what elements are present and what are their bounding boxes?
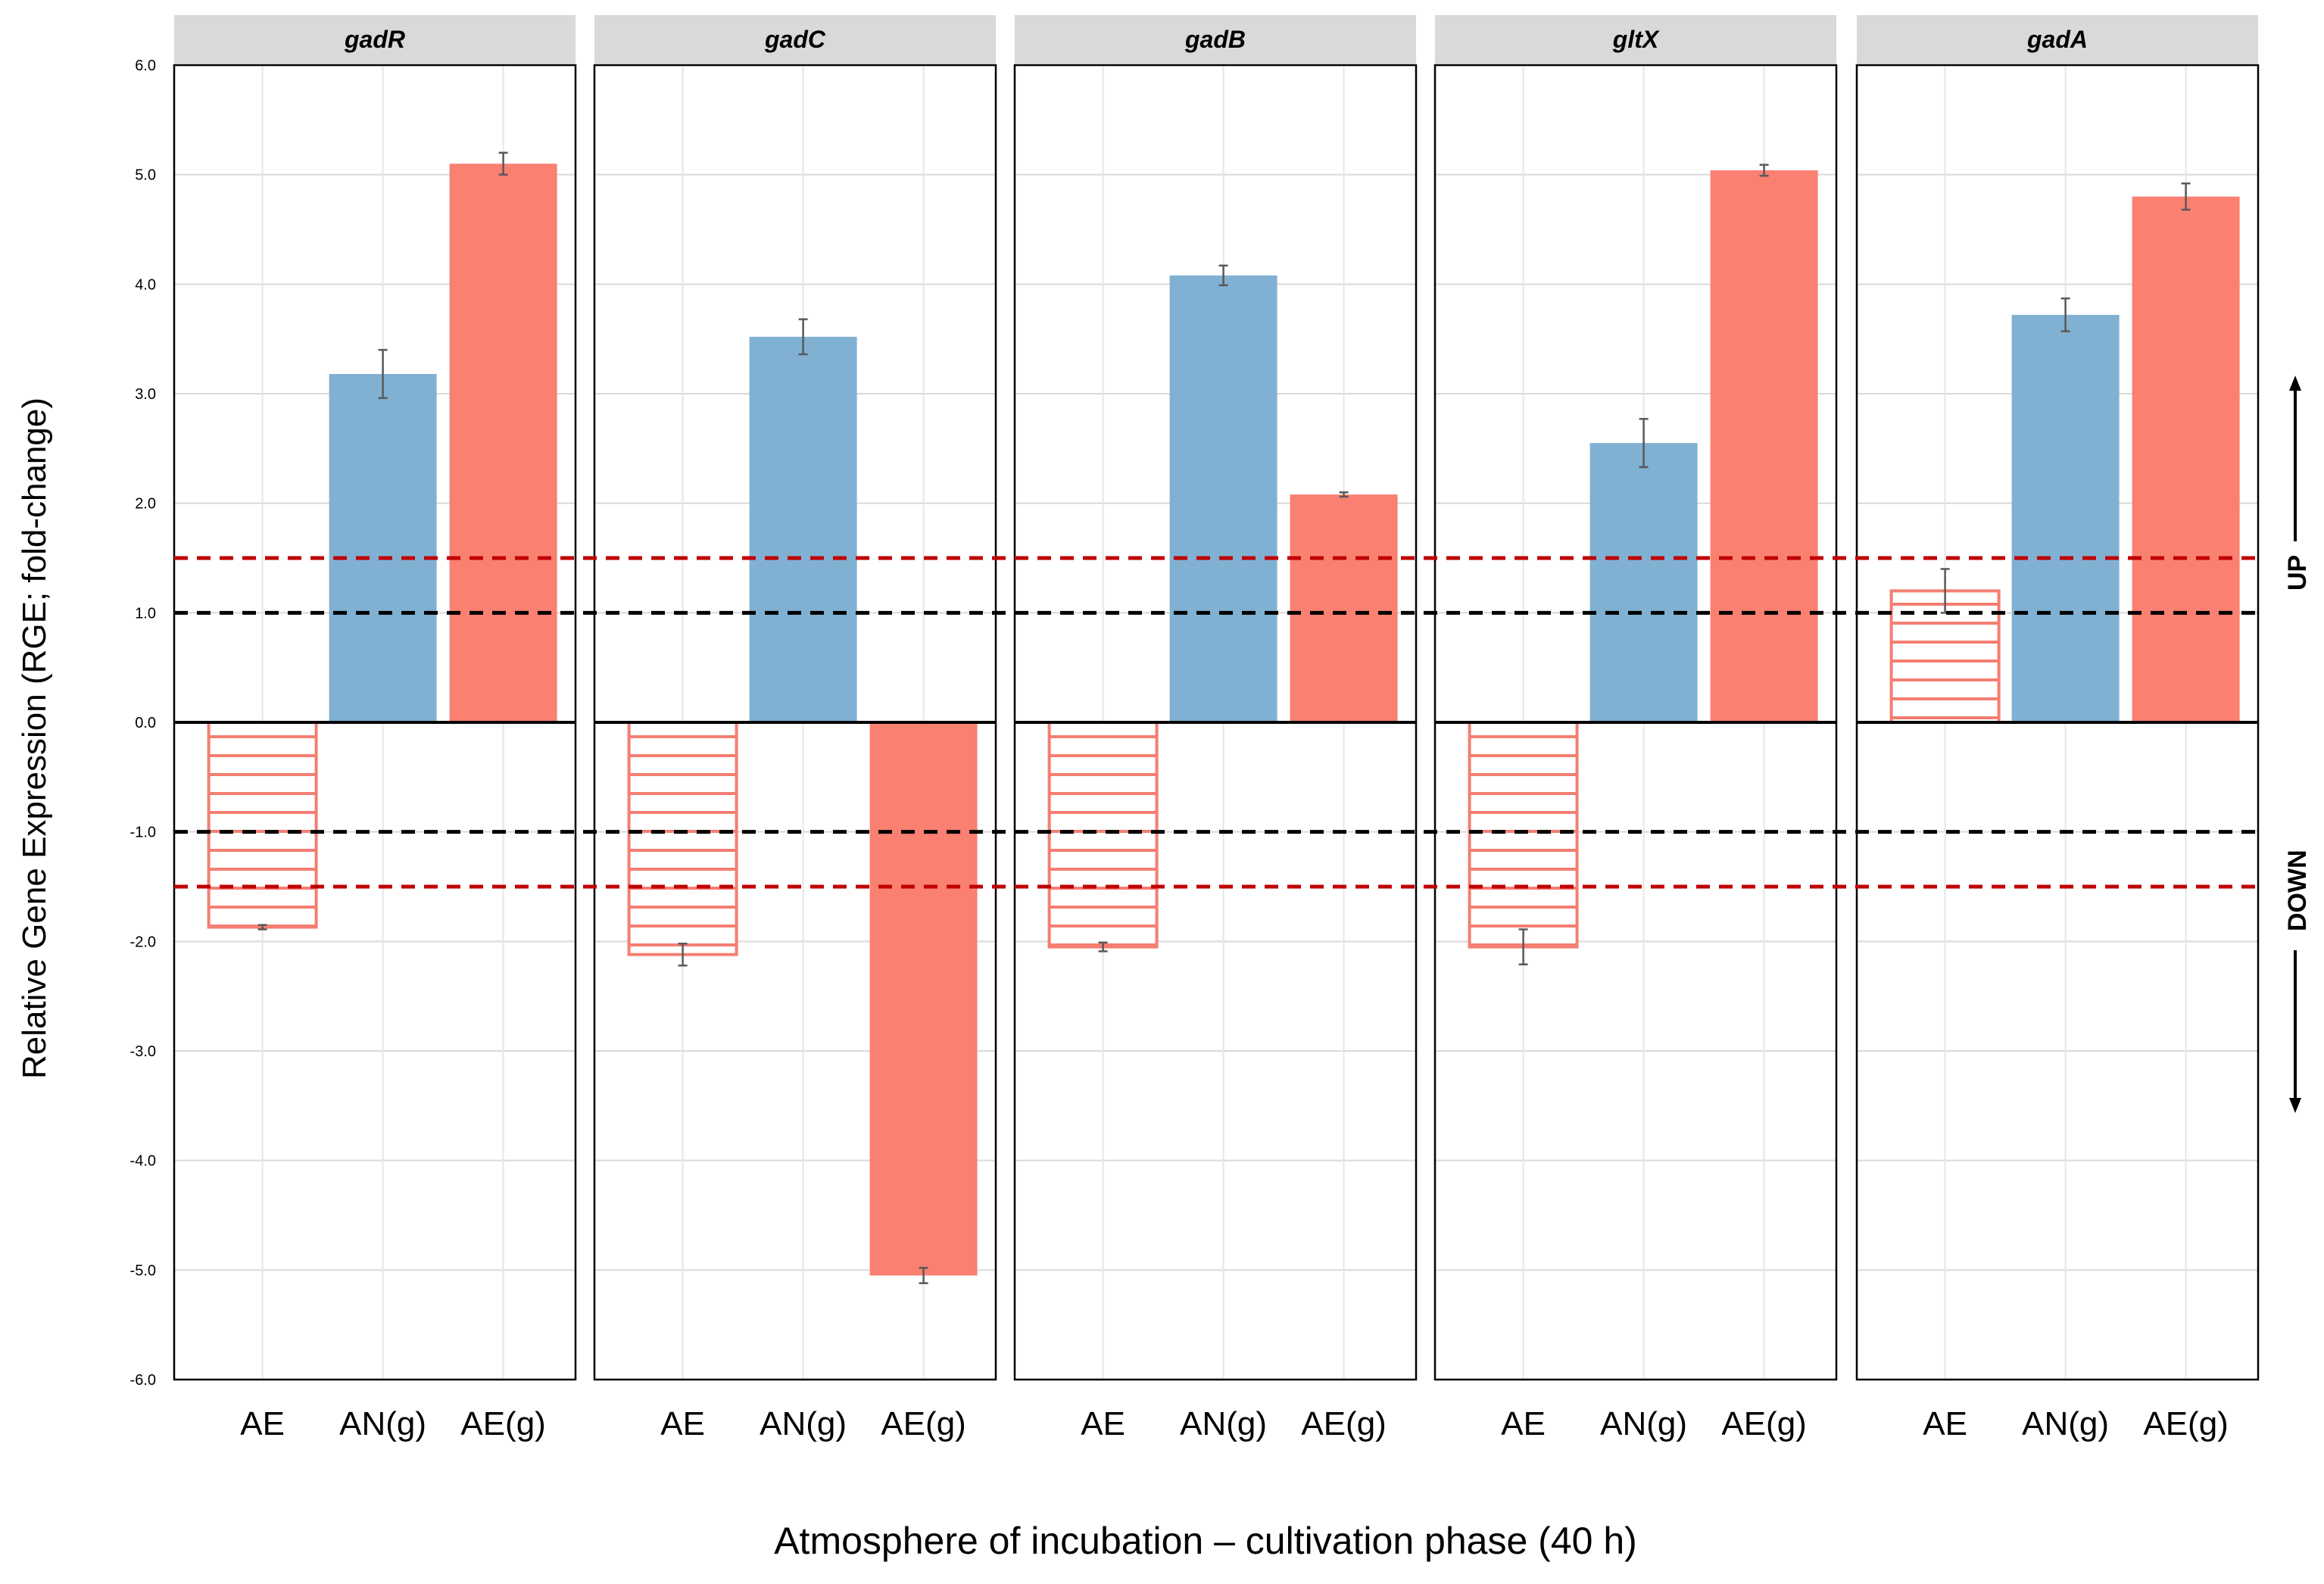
down-arrow-icon (2289, 1098, 2301, 1113)
bar-gadR-an-g (329, 373, 437, 722)
up-arrow-icon (2289, 376, 2301, 391)
direction-indicator: UP DOWN (2283, 376, 2312, 1113)
bar-gltX-ae (1468, 721, 1579, 949)
x-tick-label: AE(g) (881, 1405, 965, 1442)
panel-title: gadA (2026, 26, 2088, 53)
x-tick-label: AE (240, 1405, 285, 1442)
panel-header (174, 15, 576, 64)
down-label: DOWN (2283, 850, 2312, 931)
up-label: UP (2283, 555, 2312, 591)
bar-gadR-ae-g (449, 164, 557, 722)
x-tick-label: AN(g) (1180, 1405, 1267, 1442)
bar-layer (207, 151, 2240, 1284)
panel-frame (173, 64, 577, 1381)
y-tick-label: 5.0 (135, 167, 156, 184)
y-tick-label: 3.0 (135, 386, 156, 403)
panel-title: gltX (1612, 26, 1660, 53)
x-tick-label: AE(g) (1721, 1405, 1806, 1442)
panel-header (1015, 15, 1416, 64)
x-tick-label: AE(g) (1301, 1405, 1386, 1442)
y-tick-label: -3.0 (130, 1043, 156, 1060)
bar-gadA-ae-g (2132, 196, 2240, 723)
y-tick-label: 1.0 (135, 605, 156, 622)
bar-gadB-ae (1047, 721, 1159, 949)
bar-gadB-an-g (1169, 275, 1277, 722)
y-axis-title: Relative Gene Expression (RGE; fold-chan… (16, 398, 53, 1079)
x-tick-label: AN(g) (760, 1405, 847, 1442)
bar-gadC-ae-g (869, 722, 978, 1276)
y-tick-label: 2.0 (135, 496, 156, 513)
bar-gadR-ae (207, 721, 318, 929)
panel-layer: gadR gadC gadB gltX gadA (174, 15, 2258, 64)
panel-header (1857, 15, 2258, 64)
panel-frame (1855, 64, 2260, 1381)
x-tick-label: AN(g) (2022, 1405, 2109, 1442)
bar-gadA-an-g (2011, 314, 2120, 723)
x-tick-label: AE (1923, 1405, 1967, 1442)
panel-header (1435, 15, 1836, 64)
x-tick-label: AE (1081, 1405, 1125, 1442)
x-tick-label: AE(g) (460, 1405, 545, 1442)
x-tick-label: AE (660, 1405, 705, 1442)
panel-frame (1013, 64, 1418, 1381)
y-tick-label: -1.0 (130, 825, 156, 841)
panel-frame (593, 64, 997, 1381)
panel-header (594, 15, 996, 64)
bar-gltX-an-g (1589, 443, 1698, 722)
y-tick-label: 4.0 (135, 276, 156, 293)
y-tick-label: 0.0 (135, 715, 156, 731)
panel-frame (1433, 64, 1838, 1381)
x-axis-title: Atmosphere of incubation – cultivation p… (774, 1520, 1637, 1562)
x-tick-label: AE(g) (2143, 1405, 2228, 1442)
axis-layer: -6.0 -5.0 -4.0 -3.0 -2.0 -1.0 0.0 1.0 2.0 3.0 4.0 5… (130, 58, 2229, 1442)
y-tick-label: 6.0 (135, 58, 156, 74)
bar-gadB-ae-g (1290, 494, 1398, 722)
panel-title: gadB (1184, 26, 1246, 53)
panel-title: gadR (344, 26, 405, 53)
line-layer (173, 64, 2260, 1381)
bar-gadC-an-g (749, 336, 857, 722)
y-tick-label: -6.0 (130, 1372, 156, 1389)
y-tick-label: -4.0 (130, 1153, 156, 1170)
x-tick-label: AE (1501, 1405, 1546, 1442)
y-tick-label: -5.0 (130, 1262, 156, 1279)
bar-gltX-ae-g (1710, 170, 1818, 722)
panel-title: gadC (764, 26, 826, 53)
bar-gadC-ae (627, 721, 738, 956)
y-tick-label: -2.0 (130, 934, 156, 950)
x-tick-label: AN(g) (1600, 1405, 1687, 1442)
x-tick-label: AN(g) (339, 1405, 426, 1442)
